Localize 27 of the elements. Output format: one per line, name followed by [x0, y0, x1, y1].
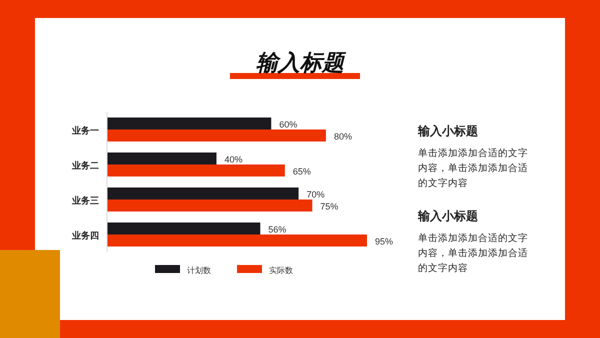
bar	[107, 118, 272, 130]
bar	[107, 222, 260, 234]
y-tick-label: 业务四	[71, 230, 99, 240]
text: 输入小标题	[418, 123, 479, 140]
bar	[107, 152, 216, 164]
y-tick-label: 业务二	[71, 160, 99, 170]
chart-title: 输入标题	[256, 50, 347, 75]
data-label: 56%	[268, 224, 286, 234]
y-tick-label: 业务三	[71, 196, 99, 206]
data-label: 95%	[375, 236, 394, 246]
text: 单击添加添加合适的文字内容，单击添加添加合适的文字内容	[418, 147, 529, 191]
text: 单击添加添加合适的文字内容，单击添加添加合适的文字内容	[418, 232, 529, 276]
legend-label: 实际数	[269, 266, 293, 275]
bar	[107, 200, 312, 212]
data-label: 70%	[306, 190, 325, 200]
data-label: 60%	[279, 120, 298, 130]
text: 输入小标题	[418, 208, 479, 225]
data-label: 65%	[292, 166, 311, 176]
bar	[107, 164, 285, 176]
bar	[107, 188, 299, 200]
bar	[107, 234, 367, 246]
bar	[107, 130, 326, 142]
data-label: 75%	[320, 202, 338, 212]
y-tick-label: 业务一	[71, 126, 99, 136]
legend-label: 计划数	[187, 266, 211, 275]
data-label: 40%	[224, 154, 242, 164]
data-label: 80%	[334, 132, 352, 142]
